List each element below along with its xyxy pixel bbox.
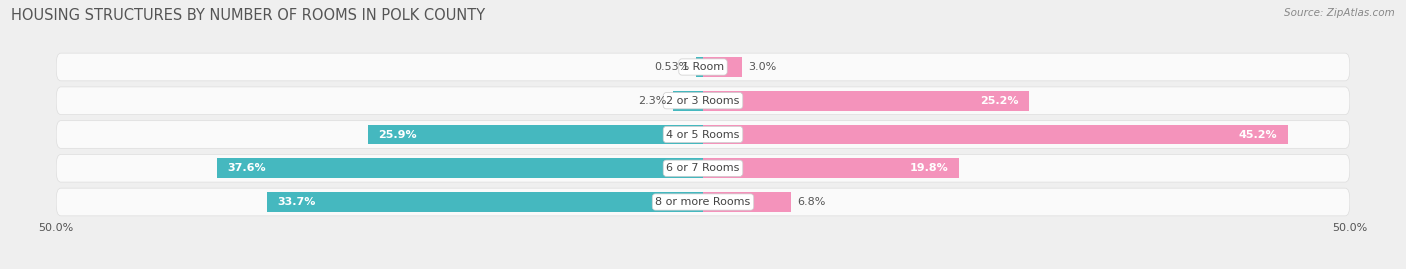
Text: 45.2%: 45.2% [1239, 129, 1277, 140]
Text: 25.2%: 25.2% [980, 96, 1018, 106]
Text: 33.7%: 33.7% [277, 197, 316, 207]
FancyBboxPatch shape [56, 87, 1350, 115]
FancyBboxPatch shape [56, 53, 1350, 81]
FancyBboxPatch shape [56, 121, 1350, 148]
Text: 6.8%: 6.8% [797, 197, 825, 207]
Text: 0.53%: 0.53% [654, 62, 690, 72]
Bar [217, 158, 703, 178]
Text: HOUSING STRUCTURES BY NUMBER OF ROOMS IN POLK COUNTY: HOUSING STRUCTURES BY NUMBER OF ROOMS IN… [11, 8, 485, 23]
Text: 6 or 7 Rooms: 6 or 7 Rooms [666, 163, 740, 173]
Bar [703, 57, 742, 77]
Legend: Owner-occupied, Renter-occupied: Owner-occupied, Renter-occupied [585, 268, 821, 269]
Text: 3.0%: 3.0% [748, 62, 776, 72]
FancyBboxPatch shape [56, 188, 1350, 216]
Text: 2 or 3 Rooms: 2 or 3 Rooms [666, 96, 740, 106]
Text: 4 or 5 Rooms: 4 or 5 Rooms [666, 129, 740, 140]
Text: 1 Room: 1 Room [682, 62, 724, 72]
Text: 19.8%: 19.8% [910, 163, 949, 173]
Text: 25.9%: 25.9% [378, 129, 418, 140]
Bar [703, 158, 959, 178]
Bar [703, 91, 1029, 111]
Text: Source: ZipAtlas.com: Source: ZipAtlas.com [1284, 8, 1395, 18]
Bar [703, 192, 792, 212]
Text: 2.3%: 2.3% [638, 96, 666, 106]
Bar [696, 57, 703, 77]
FancyBboxPatch shape [56, 154, 1350, 182]
Bar [368, 125, 703, 144]
Bar [267, 192, 703, 212]
Text: 8 or more Rooms: 8 or more Rooms [655, 197, 751, 207]
Bar [703, 125, 1288, 144]
Text: 37.6%: 37.6% [226, 163, 266, 173]
Bar [673, 91, 703, 111]
